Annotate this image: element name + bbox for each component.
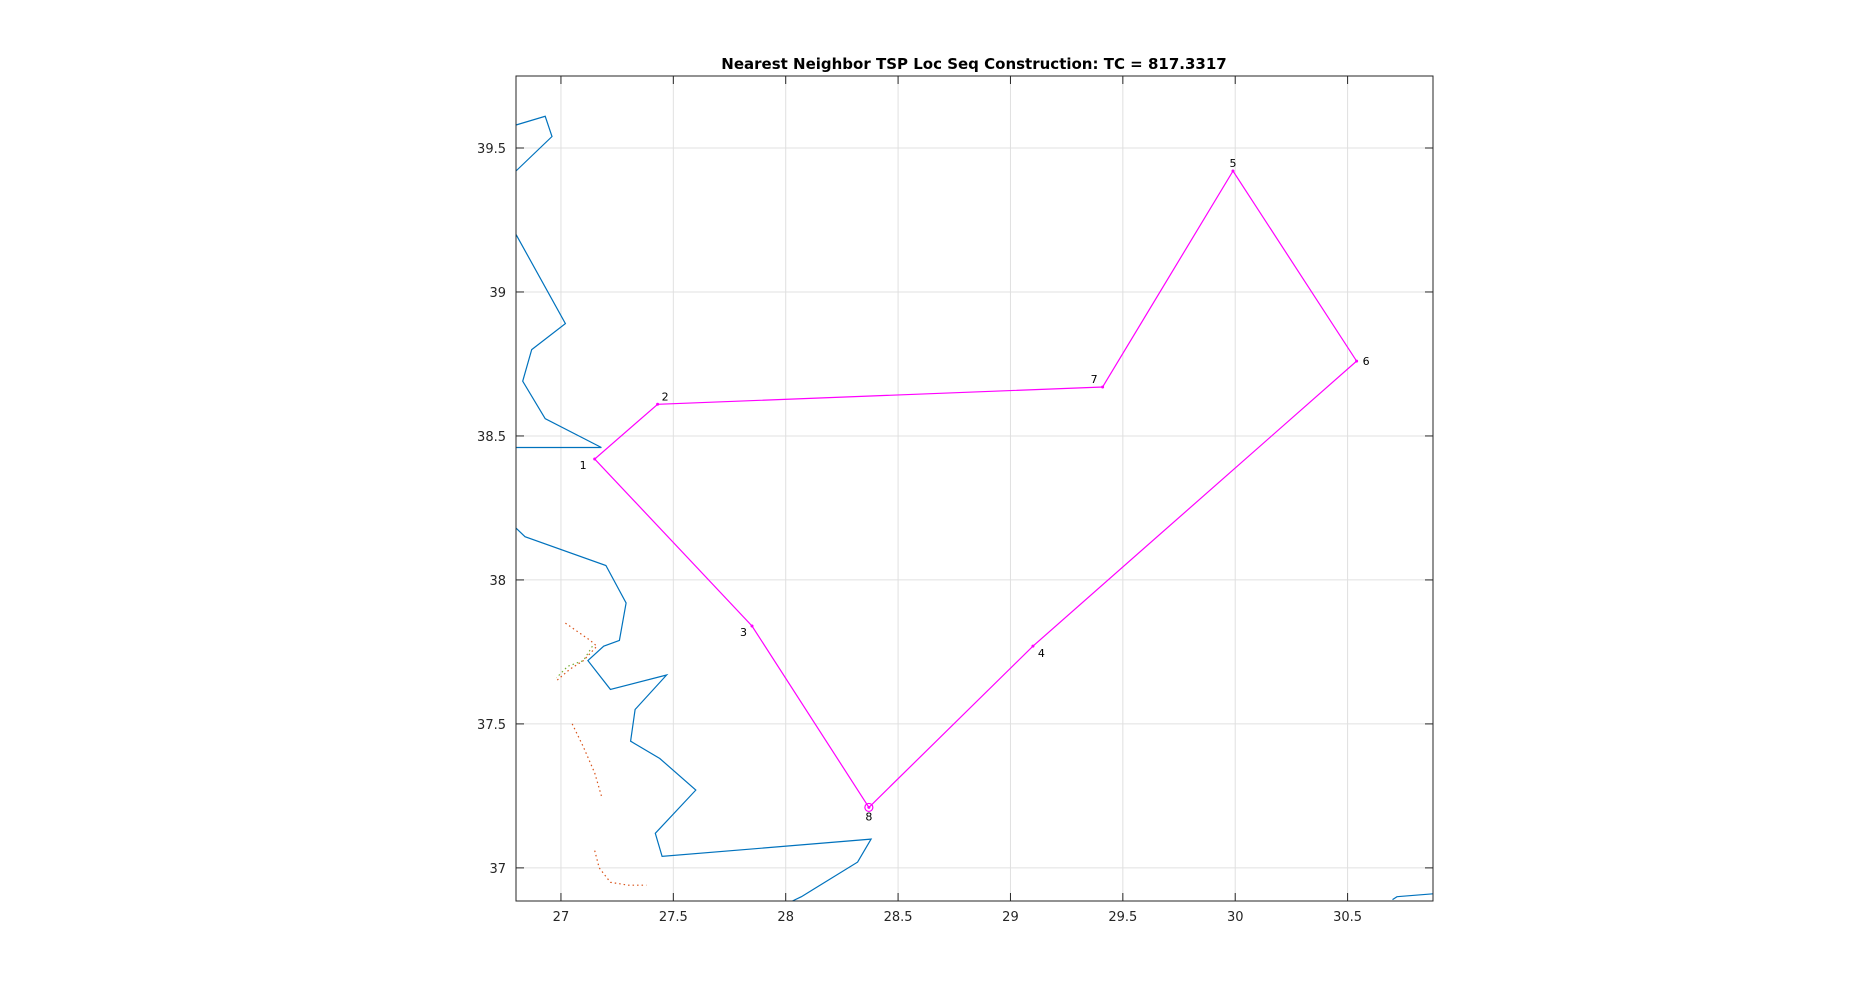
route-layer — [593, 169, 1359, 813]
axes-background — [516, 76, 1433, 901]
y-tick-label: 38.5 — [477, 430, 506, 445]
x-tick-label: 29 — [1002, 910, 1019, 925]
location-label: 4 — [1038, 647, 1045, 660]
border-line — [594, 850, 647, 886]
y-tick-label: 38 — [489, 574, 506, 589]
location-marker — [1031, 644, 1035, 648]
location-label: 8 — [865, 810, 872, 823]
location-label: 7 — [1091, 373, 1098, 386]
axes-box — [515, 75, 1434, 902]
location-marker — [593, 457, 597, 461]
location-marker — [1101, 385, 1105, 389]
coastline — [515, 234, 602, 449]
grid-layer — [516, 76, 1433, 901]
y-tick-label: 39.5 — [477, 142, 506, 157]
ticks-layer: 27 27.5 28 28.5 29 29.5 30 30.53737.53838.53939… — [477, 76, 1433, 925]
location-marker — [1231, 169, 1235, 173]
y-tick-label: 39 — [489, 286, 506, 301]
x-tick-label: 27 — [553, 910, 570, 925]
border-line — [556, 645, 593, 679]
x-tick-label: 29.5 — [1108, 910, 1137, 925]
x-tick-label: 30.5 — [1333, 910, 1362, 925]
x-tick-label: 28.5 — [884, 910, 913, 925]
location-marker — [1355, 359, 1359, 363]
border-line — [556, 622, 598, 682]
location-label: 5 — [1229, 157, 1236, 170]
location-label: 1 — [580, 459, 587, 472]
background-lines-layer — [515, 115, 1434, 902]
start-location-marker — [864, 802, 874, 813]
location-label: 2 — [662, 390, 669, 403]
x-tick-label: 27.5 — [659, 910, 688, 925]
location-label: 6 — [1363, 355, 1370, 368]
point-labels-layer: 1 2 3 4 5 6 7 8 — [580, 157, 1370, 823]
x-tick-label: 28 — [777, 910, 794, 925]
y-tick-label: 37 — [489, 862, 506, 877]
coastline — [1392, 893, 1434, 901]
location-marker — [867, 805, 871, 809]
coastline — [515, 115, 553, 172]
x-tick-label: 30 — [1227, 910, 1244, 925]
location-marker — [750, 624, 754, 628]
coastline — [515, 527, 873, 902]
chart-title: Nearest Neighbor TSP Loc Seq Constructio… — [721, 55, 1226, 73]
location-label: 3 — [740, 626, 747, 639]
location-marker — [656, 402, 660, 406]
y-tick-label: 37.5 — [477, 718, 506, 733]
